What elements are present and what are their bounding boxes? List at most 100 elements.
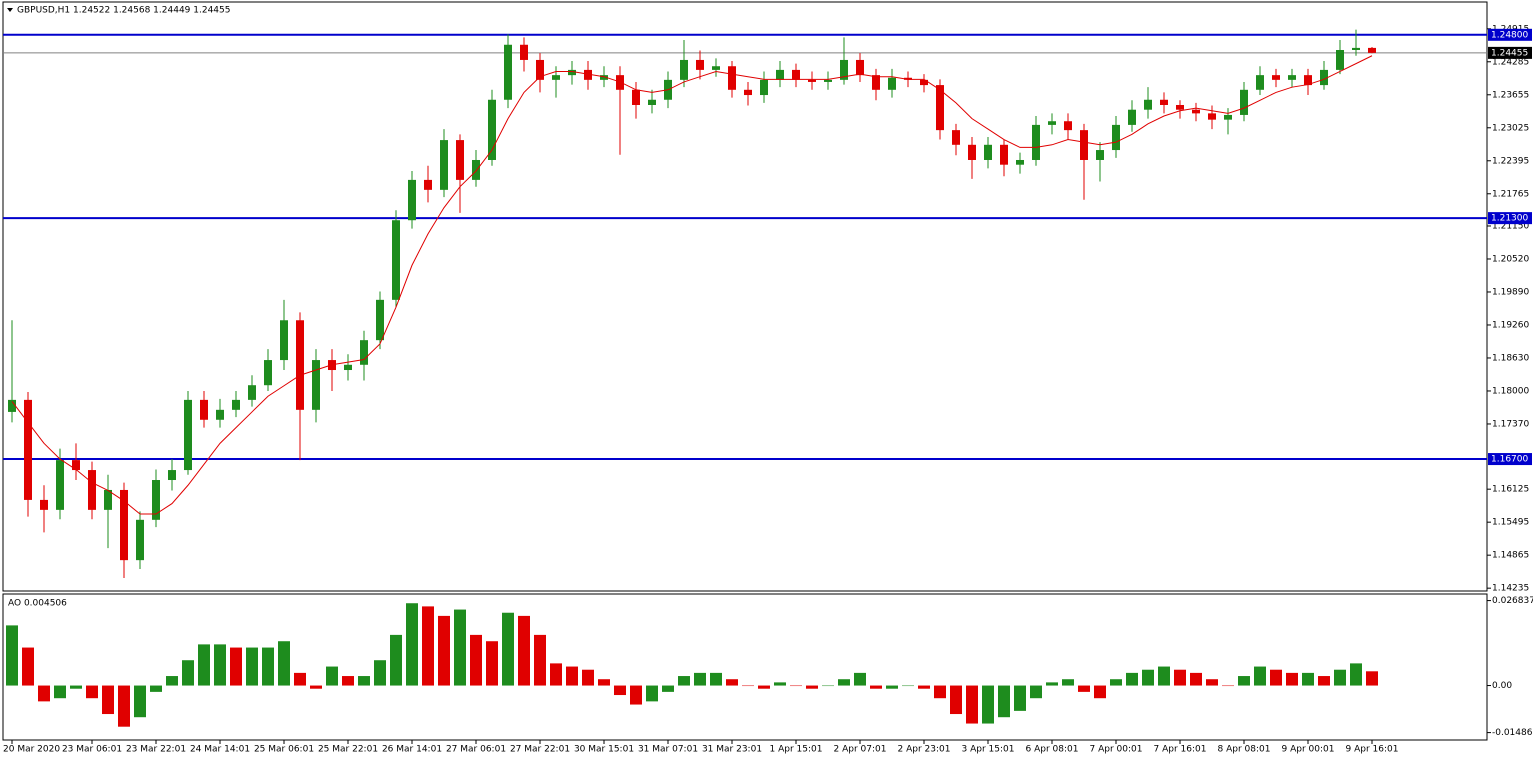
ao-bar <box>1286 672 1298 686</box>
ao-bar <box>1318 676 1330 686</box>
ao-bar <box>22 647 34 686</box>
ao-bar <box>630 685 642 705</box>
ao-bar <box>278 641 290 686</box>
ao-bar <box>1190 672 1202 686</box>
ao-bar <box>1270 669 1282 686</box>
ao-bar <box>230 647 242 686</box>
candle-body <box>936 85 944 131</box>
x-tick-label: 6 Apr 08:01 <box>1026 745 1079 755</box>
candle-body <box>120 489 128 561</box>
ao-bar <box>982 685 994 724</box>
candle-body <box>376 299 384 341</box>
ao-bar <box>678 676 690 686</box>
ao-bar <box>54 685 66 699</box>
x-tick-label: 31 Mar 23:01 <box>702 745 762 755</box>
candle-body <box>56 460 64 510</box>
candle-body <box>1304 75 1312 86</box>
ao-bar <box>1062 679 1074 686</box>
candle-body <box>200 399 208 420</box>
x-tick-label: 9 Apr 16:01 <box>1346 745 1399 755</box>
y-tick-label: 1.19890 <box>1492 287 1529 297</box>
ao-bar <box>38 685 50 702</box>
ao-bar <box>310 685 322 689</box>
ao-bar <box>1094 685 1106 699</box>
candle-body <box>360 340 368 365</box>
x-tick-label: 23 Mar 22:01 <box>126 745 186 755</box>
candle-body <box>1240 89 1248 115</box>
ao-bar <box>86 685 98 699</box>
ao-bar <box>822 685 834 687</box>
ao-bar <box>694 672 706 686</box>
candle-body <box>968 144 976 160</box>
y-tick-label: 1.21150 <box>1492 221 1529 231</box>
ao-bar <box>534 634 546 686</box>
candle-body <box>584 69 592 80</box>
candle-body <box>680 59 688 80</box>
candle-body <box>264 360 272 386</box>
x-tick-label: 8 Apr 08:01 <box>1218 745 1271 755</box>
price-label: 1.24800 <box>1491 30 1528 40</box>
ao-bar <box>150 685 162 692</box>
ao-bar <box>886 685 898 689</box>
ao-bar <box>1350 663 1362 686</box>
candle-body <box>296 320 304 410</box>
candle-body <box>840 59 848 80</box>
candle-body <box>856 59 864 76</box>
y-tick-label: 1.24285 <box>1492 57 1529 67</box>
x-tick-label: 24 Mar 14:01 <box>190 745 250 755</box>
price-label: 1.16700 <box>1491 455 1528 465</box>
price-label: 1.21300 <box>1491 214 1528 224</box>
price-label-box <box>1488 212 1532 225</box>
candle-body <box>424 179 432 190</box>
candle-body <box>600 75 608 80</box>
candle-body <box>1272 75 1280 80</box>
candle-body <box>632 89 640 105</box>
moving-average <box>11 55 1373 515</box>
ao-title: AO 0.004506 <box>8 599 67 609</box>
candle-body <box>984 144 992 160</box>
ao-bar <box>838 679 850 686</box>
candle-body <box>504 44 512 100</box>
candle-body <box>760 79 768 96</box>
menu-arrow <box>7 8 13 12</box>
ao-bar <box>294 672 306 686</box>
candle-body <box>1080 130 1088 160</box>
ao-bar <box>1366 671 1378 686</box>
ao-bar <box>406 603 418 686</box>
y-tick-label: 1.14235 <box>1492 584 1529 594</box>
x-tick-label: 31 Mar 07:01 <box>638 745 698 755</box>
ao-bar <box>790 685 802 687</box>
candle-body <box>536 59 544 80</box>
ao-bar <box>166 676 178 686</box>
candle-body <box>824 79 832 82</box>
ao-bar <box>470 634 482 686</box>
ao-bar <box>1222 685 1234 687</box>
ao-bar <box>1014 685 1026 711</box>
candle-body <box>1048 121 1056 125</box>
candle-body <box>712 66 720 70</box>
candle-body <box>1288 75 1296 80</box>
candle-body <box>1336 49 1344 70</box>
ao-bar <box>486 641 498 686</box>
candle-body <box>1144 99 1152 110</box>
x-tick-label: 30 Mar 15:01 <box>574 745 634 755</box>
candle-body <box>104 489 112 510</box>
ao-bar <box>1334 669 1346 686</box>
ao-bar <box>950 685 962 715</box>
x-tick-label: 20 Mar 2020 <box>3 745 60 755</box>
ao-bar <box>1142 669 1154 686</box>
candle-body <box>808 79 816 82</box>
x-tick-label: 25 Mar 22:01 <box>318 745 378 755</box>
price-label-box <box>1488 28 1532 41</box>
ao-bar <box>1254 666 1266 686</box>
candle-body <box>1176 104 1184 110</box>
ao-bar <box>390 634 402 686</box>
ao-bar <box>550 663 562 686</box>
x-tick-label: 7 Apr 16:01 <box>1154 745 1207 755</box>
ao-bar <box>726 679 738 686</box>
ao-bar <box>774 682 786 686</box>
candle-body <box>344 364 352 371</box>
x-tick-label: 27 Mar 22:01 <box>510 745 570 755</box>
